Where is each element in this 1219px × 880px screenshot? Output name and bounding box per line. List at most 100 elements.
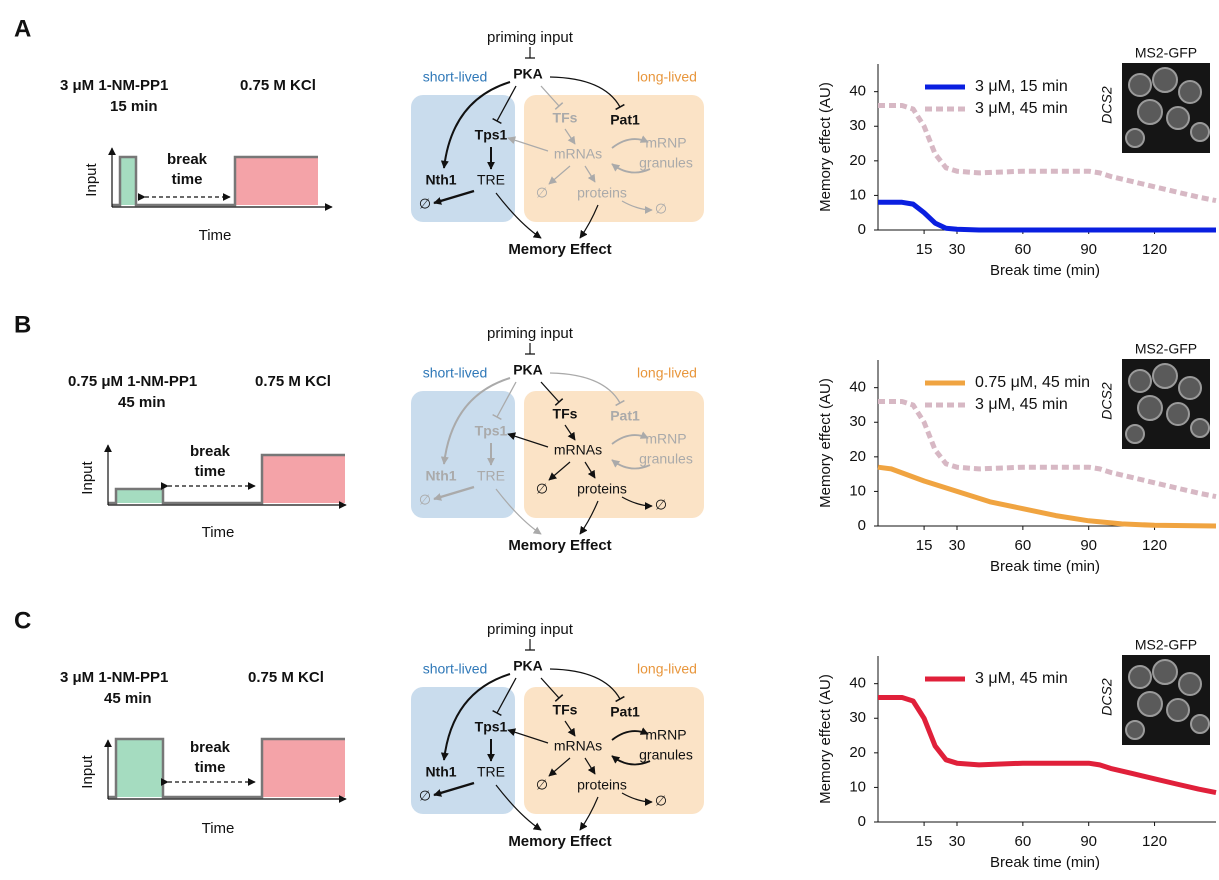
x-tick-label: 30	[949, 833, 966, 850]
network-node: mRNP	[645, 431, 686, 447]
network-node: Tps1	[475, 423, 508, 439]
salt-condition: 0.75 M KCl	[240, 77, 316, 94]
series-line	[877, 464, 1217, 529]
network-node: ∅	[536, 481, 548, 497]
short-lived-label: short-lived	[423, 661, 488, 677]
network-edge	[611, 459, 651, 470]
duration: 45 min	[104, 690, 152, 707]
network-node: granules	[639, 747, 693, 763]
short-lived-box	[411, 95, 515, 222]
network-edge	[496, 381, 517, 418]
priming-pulse	[116, 739, 163, 797]
network-node: PKA	[513, 66, 543, 82]
short-lived-box	[411, 391, 515, 518]
network-node: mRNP	[645, 135, 686, 151]
network-edge	[495, 192, 542, 239]
network-node: ∅	[419, 788, 431, 804]
network-node: TFs	[553, 406, 578, 422]
cell	[1178, 80, 1202, 104]
network-node: Pat1	[610, 112, 640, 128]
priming-label: priming input	[487, 29, 574, 46]
network-node: mRNAs	[554, 146, 602, 162]
network-edge	[440, 377, 511, 465]
cell	[1137, 395, 1163, 421]
series-line	[878, 399, 1217, 500]
network-edge	[495, 784, 542, 831]
network-edge	[611, 755, 651, 766]
long-lived-box	[524, 95, 704, 222]
y-tick-label: 0	[858, 221, 866, 238]
network-node: ∅	[655, 793, 667, 809]
y-tick-label: 10	[849, 482, 866, 499]
cell	[1166, 402, 1190, 426]
network-node: ∅	[419, 492, 431, 508]
y-tick-label: 10	[849, 778, 866, 795]
x-tick-label: 90	[1080, 833, 1097, 850]
cell	[1128, 369, 1152, 393]
panel-letter: A	[14, 15, 31, 42]
long-lived-box	[524, 391, 704, 518]
x-tick-label: 90	[1080, 537, 1097, 554]
network-node: Pat1	[610, 704, 640, 720]
priming-label: priming input	[487, 325, 574, 342]
salt-condition: 0.75 M KCl	[248, 669, 324, 686]
network-edge	[611, 727, 649, 741]
inhibition-bar	[492, 413, 502, 421]
network-node: TFs	[553, 110, 578, 126]
inset-title: MS2-GFP	[1135, 45, 1197, 61]
network-node: mRNAs	[554, 442, 602, 458]
x-tick-label: 90	[1080, 241, 1097, 258]
y-tick-label: 40	[849, 83, 866, 100]
x-tick-label: 120	[1142, 833, 1167, 850]
cell	[1190, 418, 1210, 438]
network-node: TRE	[477, 764, 505, 780]
panel-letter: C	[14, 607, 31, 634]
inset-gene: DCS2	[1099, 86, 1115, 124]
network-edge	[507, 432, 549, 448]
network-node: ∅	[655, 497, 667, 513]
network-node: ∅	[536, 777, 548, 793]
priming-inhibition	[525, 47, 535, 59]
inset-title: MS2-GFP	[1135, 637, 1197, 653]
network-edge	[621, 792, 653, 806]
short-lived-label: short-lived	[423, 365, 488, 381]
network-edge	[549, 372, 621, 404]
network-edge	[611, 431, 649, 445]
x-axis-label: Break time (min)	[990, 854, 1100, 871]
network-node: ∅	[536, 185, 548, 201]
network-edge	[548, 461, 571, 481]
legend-label: 3 μM, 45 min	[975, 670, 1068, 687]
long-lived-box	[524, 687, 704, 814]
priming-pulse	[120, 157, 136, 205]
y-tick-label: 30	[849, 413, 866, 430]
network-node: granules	[639, 155, 693, 171]
break-label: break	[190, 443, 231, 460]
y-axis-label: Memory effect (AU)	[817, 82, 834, 212]
x-tick-label: 60	[1015, 833, 1032, 850]
network-node: Memory Effect	[508, 241, 611, 258]
network-node: ∅	[419, 196, 431, 212]
network-node: granules	[639, 451, 693, 467]
cell	[1190, 122, 1210, 142]
network-node: mRNAs	[554, 738, 602, 754]
y-tick-label: 20	[849, 152, 866, 169]
inhibition-bar	[492, 117, 502, 125]
network-edge	[433, 189, 475, 205]
stress-pulse	[235, 157, 318, 205]
network-node: Tps1	[475, 127, 508, 143]
network-edge	[579, 796, 599, 831]
schematic-x-label: Time	[202, 820, 235, 837]
network-node: proteins	[577, 777, 627, 793]
drug-condition: 3 μM 1-NM-PP1	[60, 77, 168, 94]
cell	[1128, 73, 1152, 97]
priming-inhibition	[525, 639, 535, 651]
cell	[1125, 720, 1145, 740]
network-node: mRNP	[645, 727, 686, 743]
schematic-y-label: Input	[83, 162, 100, 196]
y-tick-label: 30	[849, 117, 866, 134]
network-edge	[548, 165, 571, 185]
network-node: Nth1	[425, 172, 456, 188]
input-profile	[108, 453, 345, 505]
legend-label: 3 μM, 45 min	[975, 100, 1068, 117]
